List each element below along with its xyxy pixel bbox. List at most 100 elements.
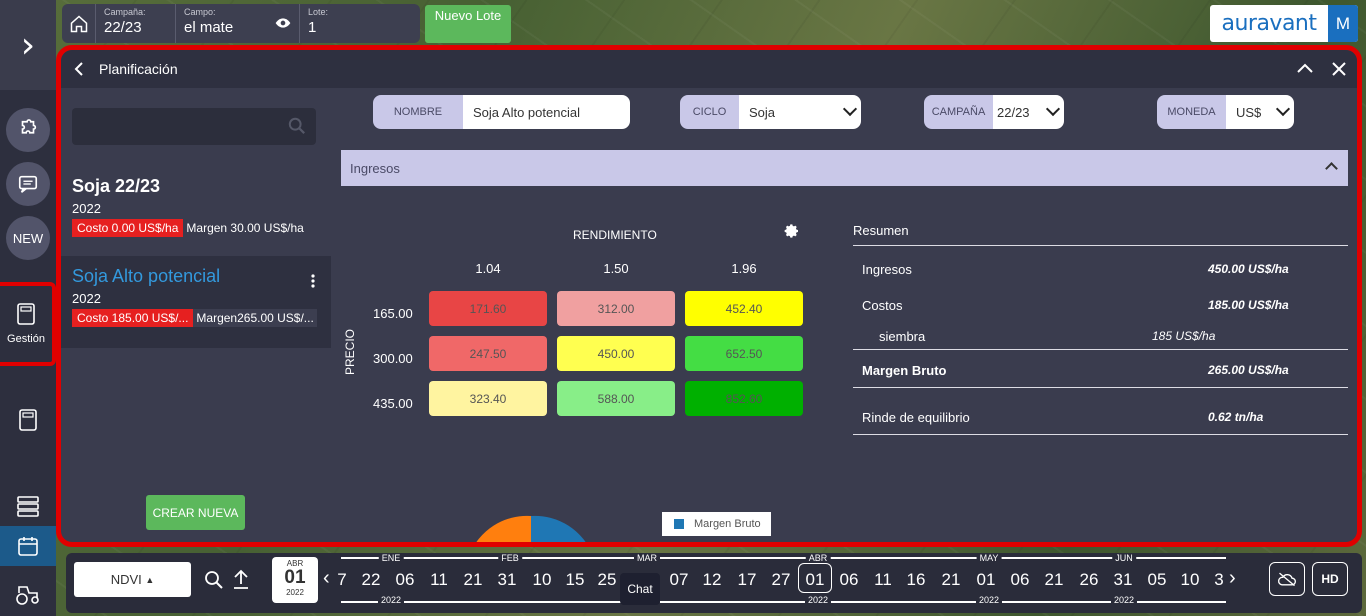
plan-item[interactable]: Soja 22/23 2022 Costo 0.00 US$/ha Margen… bbox=[61, 166, 331, 247]
upload-icon[interactable] bbox=[232, 568, 250, 590]
timeline-bar: NDVI ▲ ABR 01 2022 ‹ › 7 22 06 11 21 31 10 15 25… bbox=[66, 553, 1362, 613]
pie-slice bbox=[531, 515, 586, 542]
notebook-icon bbox=[17, 303, 35, 325]
plan-item-selected[interactable]: Soja Alto potencial 2022 Costo 185.00 US… bbox=[61, 256, 331, 348]
plan-year: 2022 bbox=[72, 201, 101, 216]
campaign-selector[interactable]: Campaña: 22/23 bbox=[96, 4, 176, 43]
prev-arrow-icon[interactable]: ‹ bbox=[323, 567, 330, 589]
chat-button[interactable]: Chat bbox=[620, 573, 660, 605]
layer-select[interactable]: NDVI ▲ bbox=[74, 562, 191, 597]
sensitivity-cell: 312.00 bbox=[557, 291, 675, 326]
timeline-day[interactable]: 01 bbox=[805, 570, 825, 589]
legend-swatch bbox=[674, 519, 684, 529]
timeline-day[interactable]: 07 bbox=[669, 570, 689, 589]
timeline-day[interactable]: 21 bbox=[463, 570, 483, 589]
campaign-select-value: 22/23 bbox=[997, 104, 1030, 120]
summary-margin-label: Margen Bruto bbox=[862, 363, 947, 378]
plan-name: Soja 22/23 bbox=[72, 176, 161, 196]
timeline-month-label: MAY bbox=[976, 553, 1002, 563]
timeline-day[interactable]: 7 bbox=[337, 570, 347, 589]
sensitivity-cell: 588.00 bbox=[557, 381, 675, 416]
field-value: el mate bbox=[184, 19, 234, 36]
timeline-day[interactable]: 22 bbox=[361, 570, 381, 589]
home-icon[interactable] bbox=[62, 4, 96, 43]
name-input[interactable]: Soja Alto potencial bbox=[463, 95, 630, 129]
timeline-day[interactable]: 3 bbox=[1214, 570, 1224, 589]
sensitivity-cell: 323.40 bbox=[429, 381, 547, 416]
timeline-day[interactable]: 26 bbox=[1079, 570, 1099, 589]
new-label: NEW bbox=[12, 230, 44, 246]
selected-day-marker bbox=[798, 563, 832, 593]
notebook-icon[interactable] bbox=[0, 400, 56, 440]
close-icon[interactable] bbox=[1331, 61, 1347, 77]
timeline-day[interactable]: 31 bbox=[497, 570, 517, 589]
ingresos-section-header[interactable]: Ingresos bbox=[341, 150, 1348, 186]
plan-list: Soja 22/23 2022 Costo 0.00 US$/ha Margen… bbox=[61, 88, 331, 542]
gestion-button[interactable]: Gestión bbox=[0, 282, 56, 366]
create-new-button[interactable]: CREAR NUEVA bbox=[146, 495, 245, 530]
campaign-label: Campaña: bbox=[104, 7, 146, 17]
name-field[interactable]: NOMBRE Soja Alto potencial bbox=[373, 95, 630, 129]
planning-panel: Planificación Soja 22/23 2022 Costo 0.00… bbox=[56, 45, 1362, 547]
chevron-down-icon bbox=[842, 101, 858, 117]
currency-value: US$ bbox=[1236, 104, 1262, 120]
timeline-day[interactable]: 05 bbox=[1147, 570, 1167, 589]
sensitivity-cell: 452.40 bbox=[685, 291, 803, 326]
back-arrow-icon[interactable] bbox=[73, 61, 85, 77]
currency-select[interactable]: MONEDA US$ bbox=[1157, 95, 1294, 129]
timeline-day[interactable]: 27 bbox=[771, 570, 791, 589]
new-button[interactable]: NEW bbox=[6, 216, 50, 260]
campaign-select[interactable]: CAMPAÑA 22/23 bbox=[924, 95, 1064, 129]
currency-label: MONEDA bbox=[1157, 95, 1226, 129]
new-lot-button[interactable]: Nuevo Lote bbox=[425, 5, 511, 43]
gear-icon[interactable] bbox=[784, 223, 800, 239]
timeline-day[interactable]: 06 bbox=[1010, 570, 1030, 589]
next-arrow-icon[interactable]: › bbox=[1229, 567, 1236, 589]
more-vertical-icon[interactable] bbox=[311, 274, 315, 288]
lot-selector[interactable]: Lote: 1 bbox=[300, 4, 390, 43]
timeline-day[interactable]: 01 bbox=[976, 570, 996, 589]
selected-month: ABR bbox=[286, 559, 304, 568]
calendar-icon[interactable] bbox=[0, 526, 56, 566]
search-input[interactable] bbox=[72, 108, 316, 145]
selected-date[interactable]: ABR 01 2022 bbox=[272, 557, 318, 603]
timeline-day[interactable]: 15 bbox=[565, 570, 585, 589]
lot-value: 1 bbox=[308, 19, 317, 36]
panel-header: Planificación bbox=[61, 50, 1357, 88]
cycle-select[interactable]: CICLO Soja bbox=[680, 95, 861, 129]
field-selector[interactable]: Campo: el mate bbox=[176, 4, 300, 43]
timeline-day[interactable]: 16 bbox=[906, 570, 926, 589]
timeline-day[interactable]: 10 bbox=[1180, 570, 1200, 589]
server-icon[interactable] bbox=[0, 486, 56, 526]
yield-col-header: 1.50 bbox=[603, 261, 629, 276]
collapse-icon[interactable] bbox=[1296, 62, 1314, 74]
expand-sidebar-button[interactable]: › bbox=[0, 0, 56, 90]
timeline-month-label: ENE bbox=[378, 553, 404, 563]
section-title: Ingresos bbox=[350, 160, 400, 176]
timeline-day[interactable]: 21 bbox=[941, 570, 961, 589]
user-avatar[interactable]: M bbox=[1328, 5, 1358, 42]
eye-icon[interactable] bbox=[275, 16, 291, 30]
timeline-day[interactable]: 06 bbox=[395, 570, 415, 589]
hd-button[interactable]: HD bbox=[1312, 562, 1348, 596]
timeline-day[interactable]: 10 bbox=[532, 570, 552, 589]
timeline-day[interactable]: 12 bbox=[702, 570, 722, 589]
summary-income-label: Ingresos bbox=[862, 262, 912, 277]
chat-icon[interactable] bbox=[6, 162, 50, 206]
timeline-day[interactable]: 17 bbox=[737, 570, 757, 589]
sensitivity-cell: 171.60 bbox=[429, 291, 547, 326]
lot-label: Lote: bbox=[308, 7, 329, 17]
search-icon[interactable] bbox=[204, 570, 224, 590]
cloud-off-button[interactable] bbox=[1269, 562, 1305, 596]
timeline-day[interactable]: 11 bbox=[430, 570, 448, 589]
timeline-day[interactable]: 21 bbox=[1044, 570, 1064, 589]
timeline-day[interactable]: 11 bbox=[874, 570, 892, 589]
timeline-day[interactable]: 25 bbox=[597, 570, 617, 589]
timeline-day[interactable]: 06 bbox=[839, 570, 859, 589]
tractor-icon[interactable] bbox=[0, 574, 56, 614]
timeline-day[interactable]: 31 bbox=[1113, 570, 1133, 589]
puzzle-icon[interactable] bbox=[6, 108, 50, 152]
summary-margin-value: 265.00 US$/ha bbox=[1208, 363, 1289, 377]
chevron-down-icon bbox=[1045, 101, 1061, 117]
sensitivity-cell: 450.00 bbox=[557, 336, 675, 371]
